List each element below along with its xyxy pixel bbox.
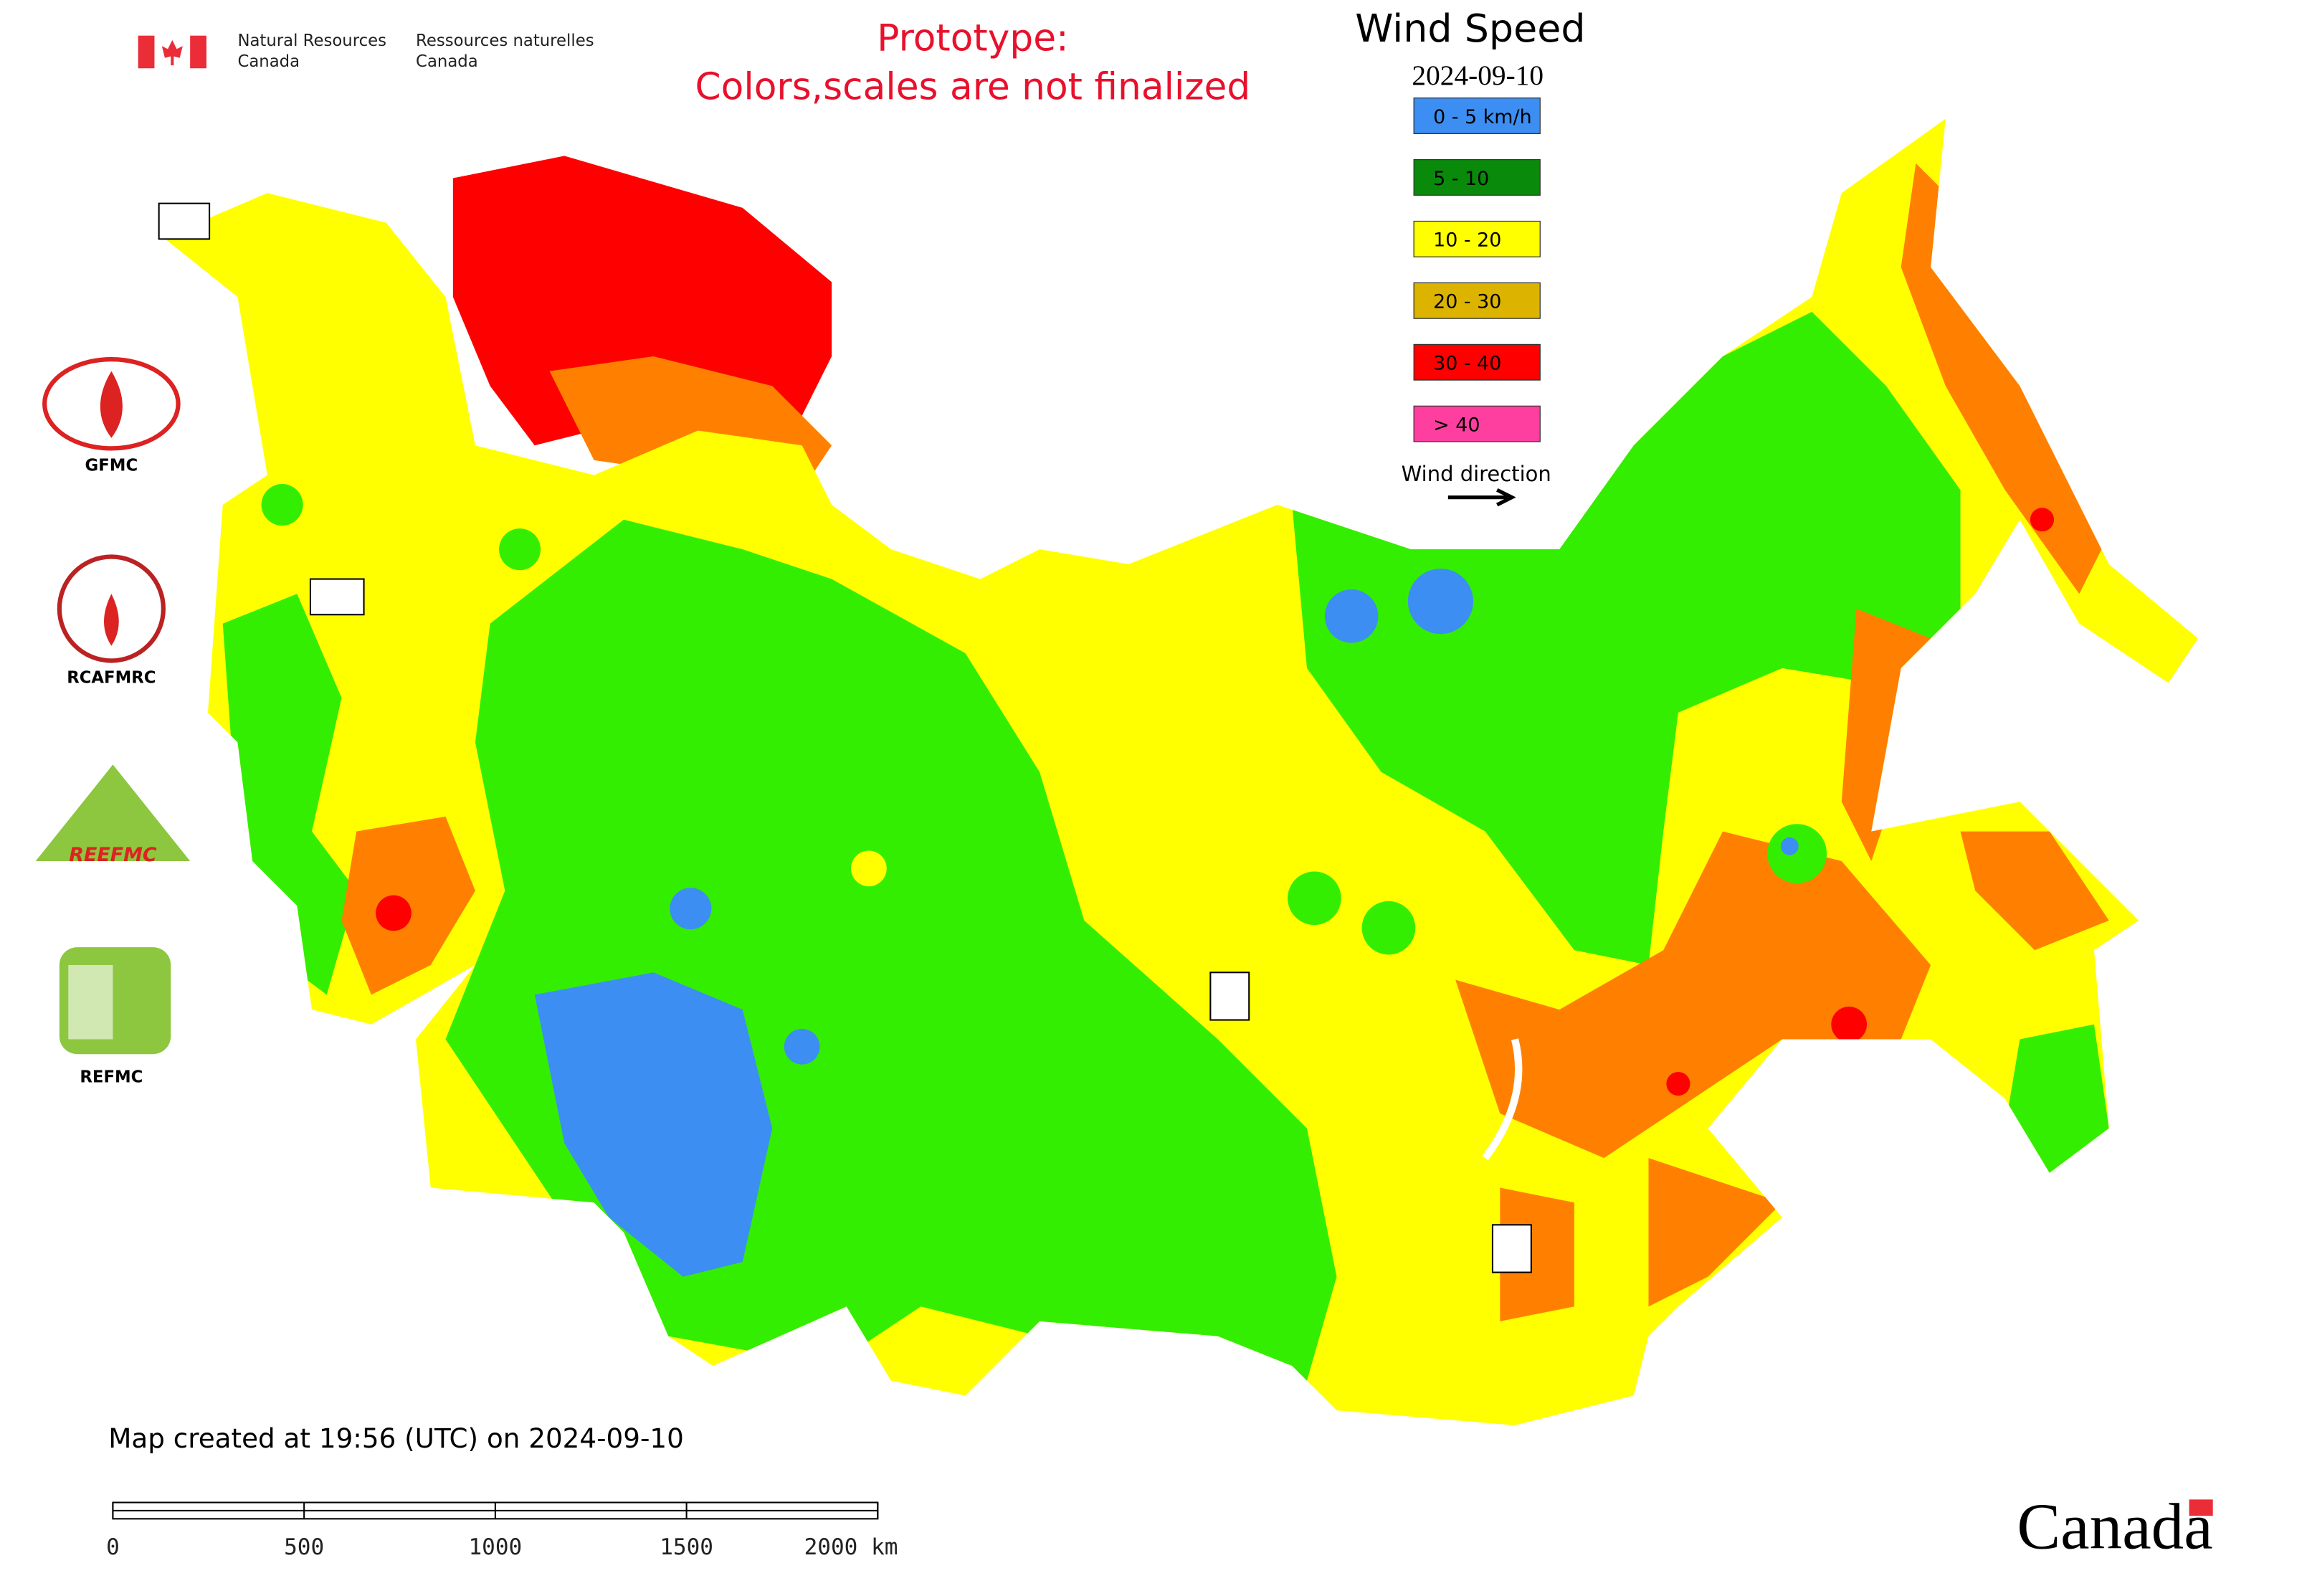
scale-label: 0 (106, 1534, 120, 1560)
legend-swatch (1413, 158, 1541, 196)
legend-title: Wind Speed (1355, 6, 1585, 51)
flame (104, 594, 119, 646)
gfmc-logo (42, 357, 181, 451)
legend-swatch (1413, 220, 1541, 257)
maple-leaf (161, 39, 183, 66)
agency-fr: Canada (416, 52, 478, 71)
refmc-stripes (68, 964, 113, 1040)
logo-label: GFMC (85, 456, 138, 475)
logo-label: RCAFMRC (67, 669, 156, 688)
legend-swatch (1413, 343, 1541, 381)
red-region (452, 156, 832, 446)
wind-map (158, 118, 2198, 1425)
agency-en: Natural Resources (237, 32, 386, 50)
legend-label: 20 - 30 (1433, 291, 1501, 313)
legend-date: 2024-09-10 (1412, 60, 1544, 91)
notice: Colors,scales are not finalized (695, 66, 1251, 109)
notice: Prototype: (877, 16, 1068, 60)
direction-arrow (1447, 488, 1516, 507)
flag-bar (190, 35, 206, 69)
logo-label: REFMC (80, 1068, 143, 1087)
flag-bar (138, 35, 155, 69)
scale-label: 1500 (660, 1534, 713, 1560)
legend-swatch (1413, 98, 1541, 134)
legend-label: 10 - 20 (1433, 229, 1501, 252)
legend-label: 0 - 5 km/h (1433, 106, 1532, 128)
legend: Wind Speed 2024-09-10 Wind direction 0 -… (1355, 6, 1586, 507)
legend-swatch (1413, 282, 1541, 319)
scale-label: 2000 km (804, 1534, 898, 1560)
scale-label: 500 (284, 1534, 324, 1560)
scale-bar: 0 500 1000 1500 2000 km (106, 1501, 898, 1560)
gc-signature: Natural Resources Canada Ressources natu… (138, 32, 594, 71)
legend-label: > 40 (1433, 414, 1480, 437)
canada-wordmark: Canada (2017, 1491, 2212, 1563)
legend-label: 5 - 10 (1433, 168, 1489, 190)
agency-en: Canada (237, 52, 300, 71)
legend-swatch (1413, 405, 1541, 442)
agency-fr: Ressources naturelles (416, 32, 594, 50)
flame (100, 371, 123, 438)
wordmark-flag (2189, 1499, 2213, 1516)
logos: GFMC RCAFMRC REEFMC REFMC (35, 357, 191, 1087)
scale-label: 1000 (468, 1534, 522, 1560)
direction-label: Wind direction (1402, 462, 1551, 486)
created-note: Map created at 19:56 (UTC) on 2024-09-10 (108, 1422, 684, 1454)
legend-label: 30 - 40 (1433, 353, 1501, 375)
logo-label: REEFMC (69, 844, 157, 866)
reefmc-logo (35, 764, 191, 862)
